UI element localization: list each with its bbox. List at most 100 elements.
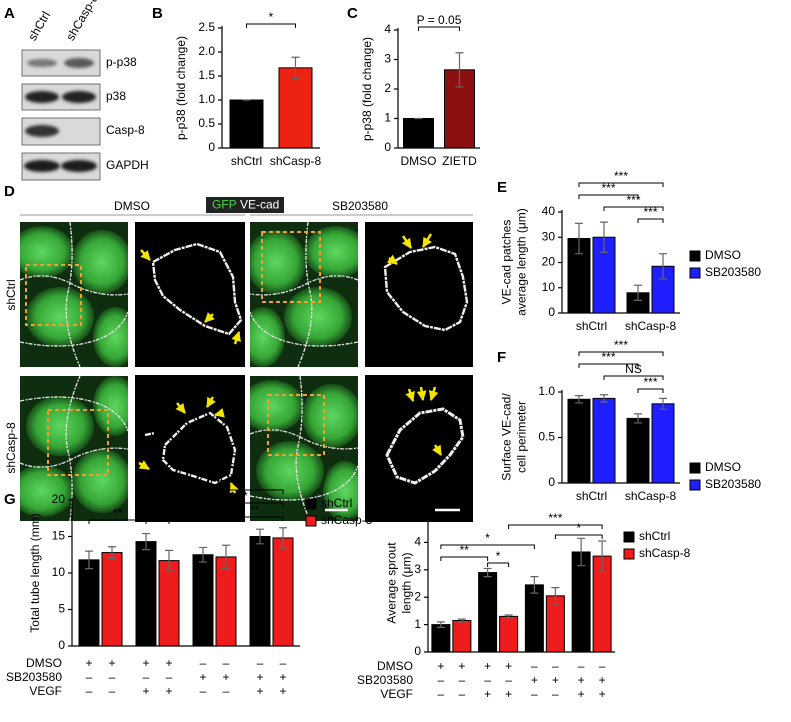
blot-band xyxy=(62,91,96,103)
bar xyxy=(571,551,591,653)
treatment-mark: – xyxy=(531,687,538,701)
fluorescence-image xyxy=(20,375,128,522)
error-bar xyxy=(222,544,230,570)
blot-row-label: GAPDH xyxy=(106,158,149,172)
lane-label: shCtrl xyxy=(25,9,53,43)
zoom-image xyxy=(365,222,473,367)
treatment-mark: + xyxy=(484,687,491,701)
treatment-mark: – xyxy=(552,659,559,673)
x-tick-label: DMSO xyxy=(401,154,437,168)
zoom-image xyxy=(365,375,473,522)
bar xyxy=(272,537,294,647)
y-tick-label: 5 xyxy=(414,507,421,521)
error-bar xyxy=(659,397,667,410)
error-bar xyxy=(256,528,264,545)
bar xyxy=(452,619,472,653)
treatment-mark: + xyxy=(222,670,229,684)
treatment-mark: + xyxy=(505,687,512,701)
error-bar xyxy=(634,413,642,424)
y-tick-label: 0 xyxy=(208,140,215,154)
panel-label: D xyxy=(4,183,15,200)
blot-band xyxy=(24,160,60,172)
significance-label: ** xyxy=(250,503,260,517)
y-tick-label: 1.0 xyxy=(198,92,215,106)
treatment-mark: – xyxy=(223,656,230,670)
error-bar xyxy=(279,527,287,549)
treatment-mark: + xyxy=(199,670,206,684)
treatment-mark: – xyxy=(484,673,491,687)
legend-label: shCasp-8 xyxy=(639,546,691,560)
bar xyxy=(431,624,451,653)
significance-bracket xyxy=(508,524,603,529)
significance-label: *** xyxy=(548,511,562,525)
significance-label: *** xyxy=(601,350,615,364)
bar xyxy=(101,552,123,647)
treatment-mark: + xyxy=(458,659,465,673)
bar xyxy=(524,584,544,653)
legend-label: DMSO xyxy=(705,248,741,262)
blot-band xyxy=(25,91,59,103)
treatment-mark: – xyxy=(531,659,538,673)
treatment-mark: + xyxy=(142,684,149,698)
error-bar xyxy=(575,395,583,404)
blot-band xyxy=(64,58,94,68)
treatment-mark: – xyxy=(109,670,116,684)
treatment-mark: + xyxy=(85,656,92,670)
treatment-mark: + xyxy=(142,656,149,670)
bar xyxy=(651,403,675,484)
zoom-box xyxy=(47,409,109,476)
significance-bracket xyxy=(637,388,664,393)
y-tick-label: 0.5 xyxy=(538,430,555,444)
y-axis-label: p-p38 (fold change) xyxy=(360,37,374,141)
legend-swatch xyxy=(689,267,701,279)
y-tick-label: 30 xyxy=(542,229,556,243)
x-tick-label: shCtrl xyxy=(576,319,607,333)
panel-label: G xyxy=(4,491,16,508)
significance-bracket xyxy=(225,516,284,521)
legend-swatch xyxy=(305,498,317,510)
blot-band xyxy=(25,125,59,137)
significance-bracket xyxy=(487,562,510,567)
treatment-mark: – xyxy=(200,684,207,698)
fluorescence-image xyxy=(20,222,128,367)
treatment-mark: – xyxy=(86,670,93,684)
y-tick-label: 1.0 xyxy=(538,384,555,398)
y-tick-label: 3 xyxy=(414,562,421,576)
bar xyxy=(403,118,434,149)
fluorescence-image xyxy=(250,222,358,367)
zoom-box xyxy=(267,394,325,456)
bar xyxy=(158,560,180,647)
significance-label: *** xyxy=(643,375,657,389)
error-bar xyxy=(457,618,466,623)
panel-label: C xyxy=(347,5,358,22)
significance-bracket xyxy=(578,351,664,356)
treatment-mark: – xyxy=(578,659,585,673)
significance-label: *** xyxy=(150,506,164,520)
y-axis-label: Average sprout xyxy=(385,542,399,624)
error-bar xyxy=(551,587,560,605)
bar xyxy=(567,398,591,484)
significance-label: * xyxy=(269,10,274,24)
y-tick-label: 2.0 xyxy=(198,44,215,58)
y-tick-label: 3 xyxy=(384,52,391,66)
y-tick-label: 10 xyxy=(52,565,66,579)
bar xyxy=(478,572,498,653)
error-bar xyxy=(575,222,583,255)
treatment-mark: – xyxy=(505,673,512,687)
error-bar xyxy=(142,532,150,551)
treatment-mark: + xyxy=(531,673,538,687)
y-tick-label: 5 xyxy=(58,602,65,616)
significance-label: * xyxy=(485,531,490,545)
stain-label: GFP xyxy=(212,198,237,212)
y-axis-label: Total tube length (mm) xyxy=(28,513,42,632)
significance-label: *** xyxy=(643,205,657,219)
y-axis-label: Surface VE-cad/ xyxy=(500,393,514,481)
y-tick-label: 1 xyxy=(384,111,391,125)
y-tick-label: 40 xyxy=(542,204,556,218)
microscopy-panel: D DMSO SB203580 GFP VE-cad shCtrl shCasp… xyxy=(4,183,473,522)
legend-swatch xyxy=(305,515,317,527)
significance-bracket xyxy=(603,375,664,380)
treatment-mark: – xyxy=(86,684,93,698)
bar xyxy=(278,67,313,149)
